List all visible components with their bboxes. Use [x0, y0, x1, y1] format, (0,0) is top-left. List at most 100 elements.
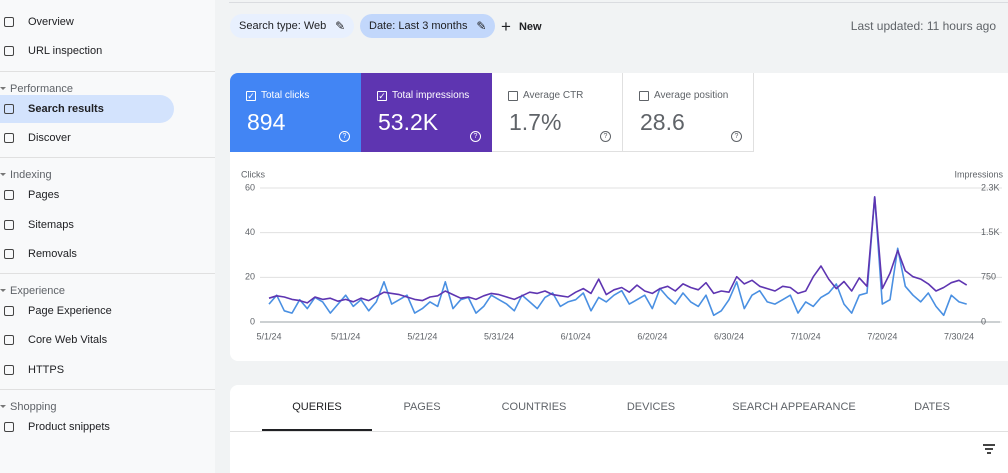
nav-section: Indexing [0, 169, 52, 182]
tab[interactable]: PAGES [403, 401, 441, 413]
checkbox [639, 91, 649, 101]
tab[interactable]: QUERIES [292, 401, 342, 413]
help-icon: ? [731, 131, 742, 142]
checkbox [508, 91, 518, 101]
checkbox: ✓ [246, 91, 256, 101]
nav-section: Experience [0, 285, 66, 298]
x-tick-label: 7/20/24 [867, 331, 897, 341]
y-tick-label: 0 [250, 316, 255, 326]
nav-icon [4, 248, 14, 259]
divider [230, 431, 1008, 432]
filter-icon[interactable] [983, 444, 995, 456]
tab-indicator [262, 429, 372, 431]
x-tick-label: 5/31/24 [484, 331, 514, 341]
nav-item[interactable]: Core Web Vitals [0, 326, 174, 354]
metric-value: 1.7% [509, 109, 562, 135]
nav-icon [4, 17, 14, 27]
nav-icon [4, 132, 14, 143]
nav-item[interactable]: Search results [0, 94, 174, 123]
nav-icon [4, 422, 14, 432]
tab[interactable]: COUNTRIES [501, 401, 567, 413]
tab[interactable]: DEVICES [626, 401, 676, 413]
metric-label: Total clicks [261, 90, 310, 101]
nav-label: Removals [28, 247, 77, 260]
nav-item[interactable]: HTTPS [0, 356, 174, 384]
metric-label: Total impressions [392, 90, 470, 101]
metric-label: Average CTR [523, 90, 584, 101]
y2-tick-label: 0 [981, 316, 986, 326]
nav-item[interactable]: Page Experience [0, 297, 174, 325]
nav-item[interactable]: Overview [0, 8, 174, 36]
nav-section: Performance [0, 82, 73, 95]
chart: Clicks Impressions 0 20 40 60 0 750 1.5K 2.3K 5/1/… [241, 169, 1004, 341]
nav-item[interactable]: Removals [0, 240, 174, 268]
nav-item[interactable]: Sitemaps [0, 211, 174, 239]
nav-section: Shopping [0, 401, 57, 413]
nav-icon [4, 190, 14, 201]
metric-tile[interactable]: ✓ Total clicks 894? [230, 73, 361, 152]
checkbox: ✓ [377, 91, 387, 101]
x-tick-label: 6/30/24 [714, 331, 744, 341]
divider [229, 2, 1008, 3]
nav-item[interactable]: Discover [0, 124, 174, 152]
nav-icon [4, 364, 14, 375]
y2-tick-label: 750 [981, 272, 996, 282]
performance-card: Clicks Impressions 0 20 40 60 0 750 1.5K 2.3K 5/1/… [230, 73, 1008, 361]
metric-value: 53.2K [378, 109, 439, 135]
series-line [268, 196, 968, 304]
nav-icon [4, 306, 14, 317]
nav-label: Sitemaps [28, 218, 74, 231]
nav-label: Page Experience [28, 305, 112, 318]
filter-chip[interactable]: Search type: Web [230, 14, 355, 38]
x-tick-label: 5/11/24 [331, 331, 360, 341]
y-axis-title: Clicks [241, 169, 265, 179]
nav-label: Discover [28, 131, 71, 144]
y-tick-label: 20 [245, 272, 255, 282]
x-tick-label: 6/20/24 [637, 331, 667, 341]
last-updated: Last updated: 11 hours ago [850, 19, 996, 33]
metric-label: Average position [654, 90, 729, 101]
nav-label: Pages [28, 189, 60, 202]
divider [0, 157, 215, 159]
nav-label: URL inspection [28, 45, 103, 58]
nav-label: Search results [28, 102, 104, 115]
tab[interactable]: SEARCH APPEARANCE [732, 401, 856, 413]
x-tick-label: 7/10/24 [791, 331, 821, 341]
nav-label: Overview [28, 16, 74, 28]
tabs-card: QUERIES PAGES COUNTRIES DEVICES SEARCH APPEA… [230, 385, 1008, 473]
nav-icon [4, 46, 14, 57]
new-filter-button[interactable]: New [501, 17, 542, 37]
help-icon: ? [600, 131, 611, 142]
nav-item[interactable]: URL inspection [0, 37, 174, 65]
metric-value: 894 [247, 109, 286, 135]
y2-axis-title: Impressions [954, 169, 1003, 179]
nav-icon [4, 335, 14, 346]
x-tick-label: 5/1/24 [256, 331, 281, 341]
divider [0, 70, 215, 72]
tab[interactable]: DATES [914, 401, 950, 413]
x-tick-label: 6/10/24 [561, 331, 591, 341]
divider [0, 389, 215, 390]
y-tick-label: 60 [245, 182, 255, 192]
nav-label: Core Web Vitals [28, 334, 108, 347]
sidebar: Overview URL inspection Performance Search … [0, 0, 215, 473]
divider [0, 273, 215, 275]
series-line [268, 196, 967, 317]
nav-item[interactable]: Product snippets [0, 413, 174, 441]
x-tick-label: 7/30/24 [944, 331, 974, 341]
nav-icon [4, 219, 14, 230]
y2-tick-label: 1.5K [981, 227, 1000, 237]
metric-tile[interactable]: Average position 28.6? [623, 73, 754, 152]
metric-tile[interactable]: ✓ Total impressions 53.2K? [361, 73, 492, 152]
help-icon: ? [470, 131, 481, 142]
help-icon: ? [339, 131, 350, 142]
y-tick-label: 40 [245, 227, 255, 237]
filter-chip[interactable]: Date: Last 3 months [360, 14, 496, 38]
metric-tile[interactable]: Average CTR 1.7%? [492, 73, 623, 152]
y2-tick-label: 2.3K [981, 182, 1000, 192]
nav-label: Product snippets [28, 421, 110, 433]
nav-item[interactable]: Pages [0, 181, 174, 209]
nav-label: HTTPS [28, 363, 65, 376]
metric-value: 28.6 [640, 109, 685, 135]
